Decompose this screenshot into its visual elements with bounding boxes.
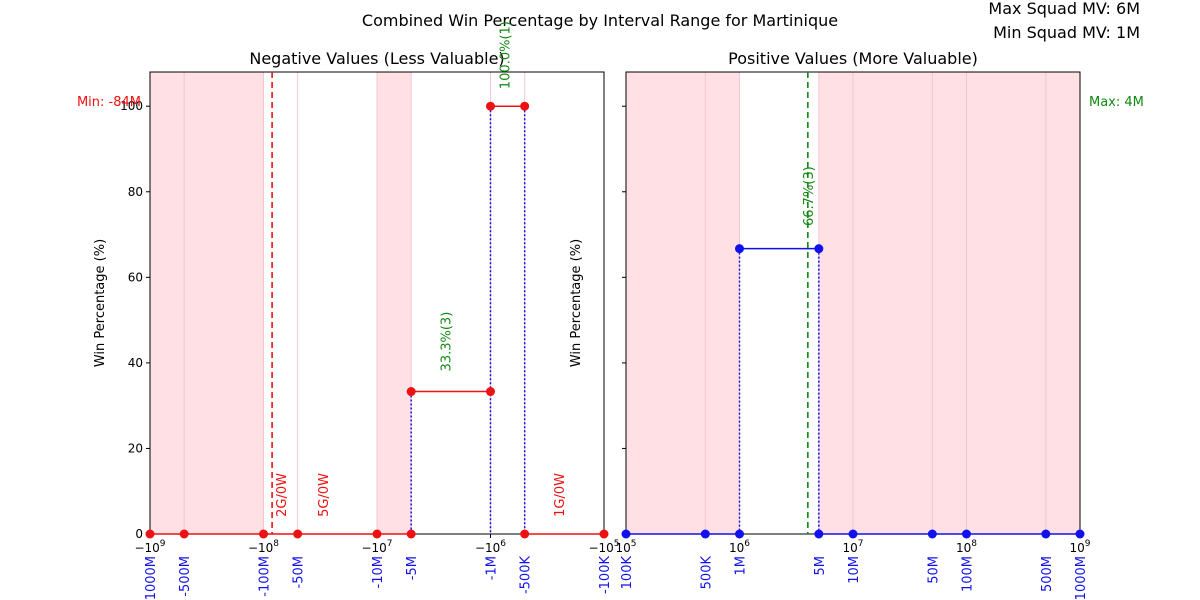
- data-point-1: [179, 529, 189, 539]
- x-tick-base: 10: [956, 541, 971, 555]
- x-tick-base: 10: [1069, 541, 1084, 555]
- data-point-0: [145, 529, 155, 539]
- x-tick-base: 10: [729, 541, 744, 555]
- x-tick-base: 10: [842, 541, 857, 555]
- data-point-8: [1075, 529, 1085, 539]
- x-tick-label: −106: [475, 539, 506, 555]
- interval-label: -1M: [485, 556, 500, 580]
- annotation-label: 66.7%(3): [802, 166, 817, 226]
- x-tick-label: −108: [248, 539, 279, 555]
- positive-values-panel: Positive Values (More Valuable) Win Perce…: [569, 49, 1144, 600]
- data-point-2: [259, 529, 268, 539]
- interval-label: 500K: [699, 556, 714, 590]
- data-point-4: [372, 529, 382, 539]
- x-tick-label: 105: [615, 539, 636, 555]
- negative-values-panel: Negative Values (Less Valuable) Win Perce…: [77, 21, 620, 600]
- interval-label: -100K: [598, 556, 613, 595]
- x-tick-exponent: 8: [971, 539, 977, 549]
- interval-label: 50M: [926, 556, 941, 584]
- x-tick-base: −10: [248, 541, 273, 555]
- data-point-0: [621, 529, 631, 539]
- interval-label: -100M: [258, 556, 273, 597]
- interval-label: 10M: [847, 556, 862, 584]
- shaded-interval-0: [150, 72, 264, 534]
- x-tick-base: −10: [588, 541, 613, 555]
- y-tick-label: 40: [128, 356, 143, 370]
- y-tick-label: 60: [128, 270, 143, 284]
- x-tick-exponent: 8: [273, 539, 279, 549]
- data-point-10: [814, 244, 824, 254]
- y-tick-label: 100: [120, 99, 143, 113]
- annotation-label: 33.3%(3): [439, 312, 454, 372]
- x-tick-base: −10: [361, 541, 386, 555]
- x-tick-exponent: 7: [387, 539, 393, 549]
- shaded-interval-0: [626, 72, 740, 534]
- data-point-11: [520, 101, 530, 111]
- data-point-7: [1041, 529, 1051, 539]
- interval-label: 100M: [961, 556, 976, 592]
- interval-label: 100K: [620, 556, 635, 590]
- x-tick-label: 108: [956, 539, 977, 555]
- x-tick-label: 107: [842, 539, 863, 555]
- interval-label: 1M: [734, 556, 749, 576]
- panel-title: Positive Values (More Valuable): [728, 49, 978, 68]
- interval-label: 5M: [813, 556, 828, 576]
- x-tick-base: 10: [615, 541, 630, 555]
- data-point-8: [406, 387, 416, 397]
- annotation-label: 1G/0W: [553, 473, 568, 517]
- interval-label: 500M: [1040, 556, 1055, 592]
- data-point-5: [406, 529, 416, 539]
- data-point-6: [520, 529, 530, 539]
- x-tick-base: −10: [134, 541, 159, 555]
- annotation-label: 100.0%(1): [499, 21, 514, 89]
- x-tick-label: −109: [134, 539, 165, 555]
- min-squad-mv: Min Squad MV: 1M: [993, 23, 1140, 42]
- data-point-4: [848, 529, 858, 539]
- figure-title: Combined Win Percentage by Interval Rang…: [362, 11, 838, 30]
- data-point-10: [486, 101, 495, 111]
- x-tick-exponent: 9: [1085, 539, 1091, 549]
- data-point-2: [735, 529, 744, 539]
- interval-label: -5M: [405, 556, 420, 580]
- x-tick-label: −105: [588, 539, 619, 555]
- reference-label: Min: -84M: [77, 95, 141, 110]
- interval-label: -10M: [371, 556, 386, 588]
- x-tick-exponent: 6: [500, 539, 506, 549]
- y-tick-label: 80: [128, 185, 143, 199]
- x-tick-exponent: 9: [160, 539, 166, 549]
- interval-label: -50M: [292, 556, 307, 588]
- data-point-3: [293, 529, 303, 539]
- x-tick-exponent: 7: [858, 539, 864, 549]
- data-point-7: [599, 529, 609, 539]
- shaded-interval-1: [377, 72, 412, 534]
- y-axis-label: Win Percentage (%): [93, 239, 108, 367]
- y-tick-label: 20: [128, 441, 143, 455]
- data-point-9: [735, 244, 744, 254]
- shaded-interval-1: [818, 72, 1080, 534]
- data-point-5: [927, 529, 937, 539]
- data-point-6: [962, 529, 971, 539]
- annotation-label: 2G/0W: [275, 473, 290, 517]
- x-tick-exponent: 5: [631, 539, 637, 549]
- annotation-label: 5G/0W: [317, 473, 332, 517]
- x-tick-exponent: 6: [744, 539, 750, 549]
- interval-label: -1000M: [144, 556, 159, 600]
- interval-label: -500K: [519, 556, 534, 595]
- x-tick-base: −10: [475, 541, 500, 555]
- x-tick-label: −107: [361, 539, 392, 555]
- x-tick-exponent: 5: [614, 539, 620, 549]
- reference-label: Max: 4M: [1089, 95, 1144, 110]
- data-point-9: [486, 387, 495, 397]
- data-point-1: [700, 529, 710, 539]
- y-tick-label: 0: [135, 527, 143, 541]
- x-tick-label: 106: [729, 539, 750, 555]
- x-tick-label: 109: [1069, 539, 1090, 555]
- data-point-3: [814, 529, 824, 539]
- panel-title: Negative Values (Less Valuable): [249, 49, 504, 68]
- interval-label: -500M: [178, 556, 193, 597]
- max-squad-mv: Max Squad MV: 6M: [988, 0, 1140, 18]
- interval-label: 1000M: [1074, 556, 1089, 600]
- y-axis-label: Win Percentage (%): [569, 239, 584, 367]
